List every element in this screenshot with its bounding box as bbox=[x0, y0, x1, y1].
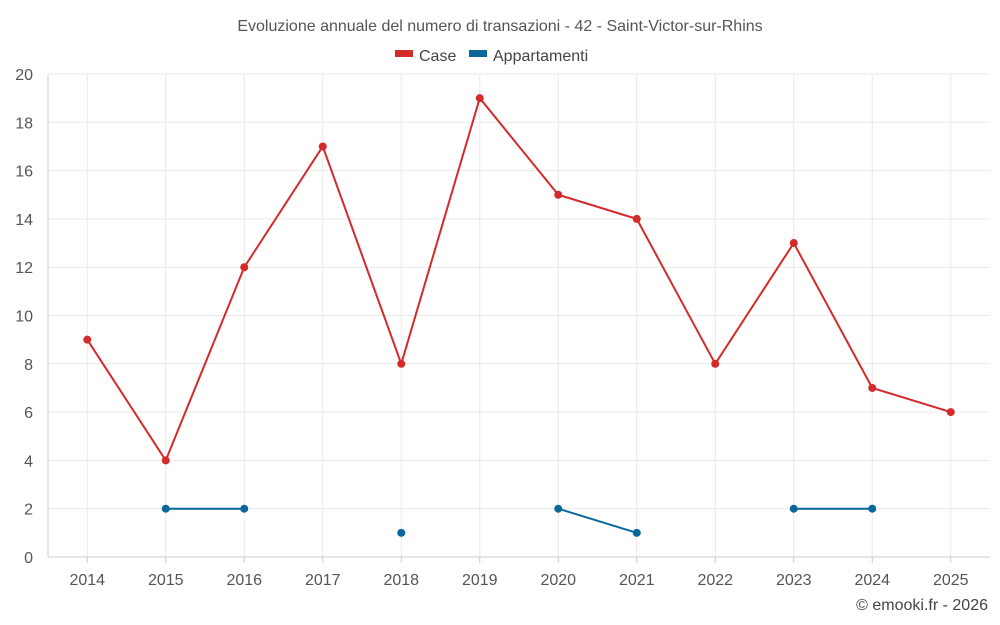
data-point-case[interactable] bbox=[240, 263, 249, 272]
series-line-appartamenti bbox=[557, 507, 638, 534]
y-tick-label: 10 bbox=[15, 309, 33, 326]
y-tick-label: 0 bbox=[24, 550, 33, 567]
data-point-case[interactable] bbox=[475, 94, 484, 103]
data-point-appartamenti[interactable] bbox=[397, 528, 406, 537]
x-tick-label: 2018 bbox=[383, 572, 419, 589]
series-appartamenti bbox=[161, 504, 877, 537]
grid bbox=[48, 73, 990, 557]
data-point-case[interactable] bbox=[397, 359, 406, 368]
series-case bbox=[83, 94, 955, 465]
data-point-case[interactable] bbox=[789, 239, 798, 248]
data-point-appartamenti[interactable] bbox=[789, 504, 798, 513]
legend-item-case[interactable]: Case bbox=[395, 48, 456, 65]
data-point-appartamenti[interactable] bbox=[868, 504, 877, 513]
legend-swatch-appartamenti bbox=[469, 50, 487, 57]
y-tick-label: 18 bbox=[15, 115, 33, 132]
y-tick-label: 14 bbox=[15, 212, 33, 229]
plot-area bbox=[83, 94, 955, 537]
legend-item-appartamenti[interactable]: Appartamenti bbox=[469, 48, 588, 65]
x-tick-label: 2023 bbox=[776, 572, 812, 589]
legend: Case Appartamenti bbox=[395, 48, 588, 65]
data-point-appartamenti[interactable] bbox=[161, 504, 170, 513]
data-point-case[interactable] bbox=[711, 359, 720, 368]
y-tick-label: 16 bbox=[15, 164, 33, 181]
data-point-case[interactable] bbox=[161, 456, 170, 465]
data-point-case[interactable] bbox=[318, 142, 327, 151]
credit-text: © emooki.fr - 2026 bbox=[856, 597, 988, 614]
x-tick-label: 2016 bbox=[226, 572, 262, 589]
x-tick-label: 2021 bbox=[619, 572, 655, 589]
series-line-case bbox=[86, 97, 952, 462]
x-tick-label: 2017 bbox=[305, 572, 341, 589]
data-point-case[interactable] bbox=[83, 335, 92, 344]
x-tick-label: 2024 bbox=[854, 572, 890, 589]
x-tick-label: 2014 bbox=[69, 572, 105, 589]
x-tick-label: 2025 bbox=[933, 572, 969, 589]
legend-label-case: Case bbox=[419, 48, 456, 65]
data-point-appartamenti[interactable] bbox=[240, 504, 249, 513]
data-point-appartamenti[interactable] bbox=[554, 504, 563, 513]
y-tick-label: 6 bbox=[24, 405, 33, 422]
legend-swatch-case bbox=[395, 50, 413, 57]
data-point-case[interactable] bbox=[946, 408, 955, 417]
y-tick-label: 4 bbox=[24, 453, 33, 470]
x-tick-label: 2022 bbox=[697, 572, 733, 589]
data-point-case[interactable] bbox=[632, 214, 641, 223]
data-point-case[interactable] bbox=[554, 190, 563, 199]
y-tick-label: 12 bbox=[15, 260, 33, 277]
legend-label-appartamenti: Appartamenti bbox=[493, 48, 588, 65]
x-tick-label: 2020 bbox=[540, 572, 576, 589]
axes: 0 2 4 6 8 10 12 14 16 18 20 2014 2015 2016 2017 2018 201… bbox=[15, 67, 990, 589]
x-tick-label: 2015 bbox=[148, 572, 184, 589]
chart-title: Evoluzione annuale del numero di transaz… bbox=[237, 18, 762, 35]
data-point-appartamenti[interactable] bbox=[632, 528, 641, 537]
data-point-case[interactable] bbox=[868, 383, 877, 392]
y-tick-label: 2 bbox=[24, 502, 33, 519]
y-tick-label: 8 bbox=[24, 357, 33, 374]
y-tick-label: 20 bbox=[15, 67, 33, 84]
x-tick-label: 2019 bbox=[462, 572, 498, 589]
